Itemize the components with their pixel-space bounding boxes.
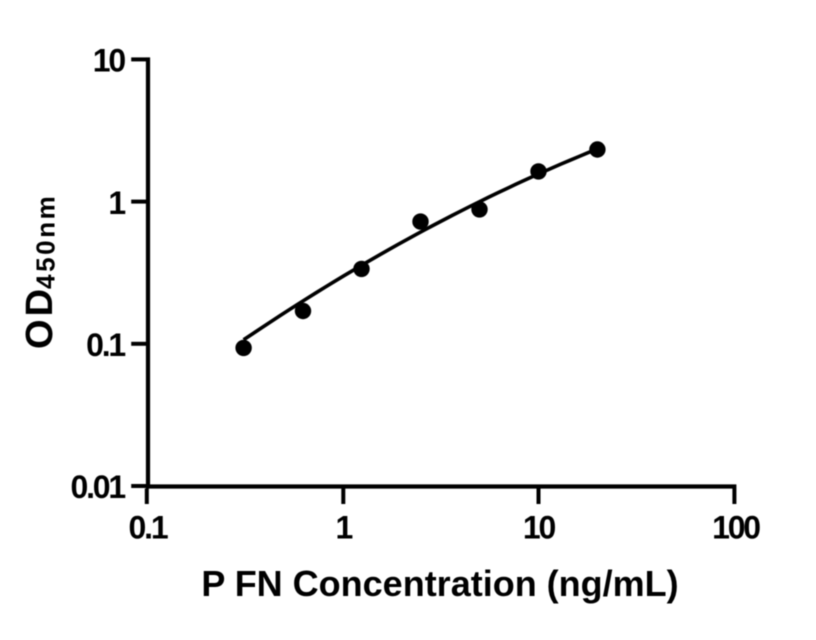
svg-text:0.01: 0.01 [71,469,126,505]
svg-text:1: 1 [108,185,125,221]
svg-text:P FN Concentration (ng/mL): P FN Concentration (ng/mL) [201,563,678,604]
svg-text:0.1: 0.1 [86,327,125,363]
svg-text:1: 1 [335,509,352,545]
svg-text:10: 10 [93,43,126,79]
svg-text:0.1: 0.1 [129,509,168,545]
svg-text:100: 100 [712,509,760,545]
svg-text:10: 10 [523,509,556,545]
svg-text:OD450nm: OD450nm [19,194,61,349]
